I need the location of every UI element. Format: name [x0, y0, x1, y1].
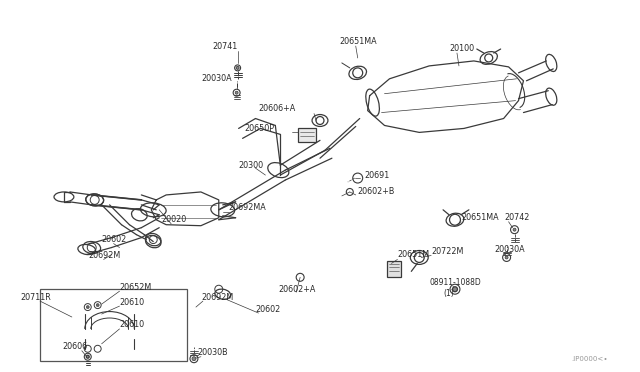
Text: 20652M: 20652M: [120, 283, 152, 292]
Circle shape: [513, 228, 516, 231]
Bar: [40, 289, 187, 361]
Text: 20711R: 20711R: [20, 293, 51, 302]
Text: 08911-1088D: 08911-1088D: [429, 278, 481, 287]
Text: 20602: 20602: [102, 235, 127, 244]
Text: 20606: 20606: [62, 342, 87, 351]
Circle shape: [452, 287, 458, 292]
Text: .IP0000<∙: .IP0000<∙: [571, 356, 608, 362]
Text: 20692M: 20692M: [201, 293, 233, 302]
Circle shape: [236, 66, 239, 69]
Text: 20692MA: 20692MA: [228, 203, 266, 212]
Text: 20602+B: 20602+B: [358, 187, 395, 196]
Circle shape: [192, 357, 196, 361]
Text: 20722M: 20722M: [431, 247, 463, 256]
Text: 20692M: 20692M: [89, 251, 121, 260]
Circle shape: [86, 306, 89, 309]
Text: 20606+A: 20606+A: [259, 104, 296, 113]
Text: 20100: 20100: [449, 44, 474, 52]
Text: 20602: 20602: [255, 305, 281, 314]
Text: 20691: 20691: [365, 171, 390, 180]
Circle shape: [96, 304, 99, 307]
Bar: [298, 128, 316, 142]
Text: 20610: 20610: [120, 298, 145, 307]
Text: 20300: 20300: [239, 161, 264, 170]
Circle shape: [86, 355, 89, 358]
Text: 20651MA: 20651MA: [340, 36, 378, 46]
Text: 20741: 20741: [213, 42, 238, 51]
Text: 20602+A: 20602+A: [278, 285, 316, 294]
Text: 20742: 20742: [504, 213, 530, 222]
Circle shape: [235, 91, 238, 94]
Text: 20030A: 20030A: [495, 245, 525, 254]
Text: 20651M: 20651M: [397, 250, 429, 259]
Circle shape: [505, 256, 508, 259]
Text: 20020: 20020: [161, 215, 186, 224]
Text: 20651MA: 20651MA: [461, 213, 499, 222]
Bar: [387, 262, 401, 277]
Text: 20650P: 20650P: [244, 124, 275, 133]
Text: 20030A: 20030A: [201, 74, 232, 83]
Text: (1): (1): [443, 289, 454, 298]
Text: 20610: 20610: [120, 320, 145, 330]
Text: 20030B: 20030B: [197, 348, 228, 357]
